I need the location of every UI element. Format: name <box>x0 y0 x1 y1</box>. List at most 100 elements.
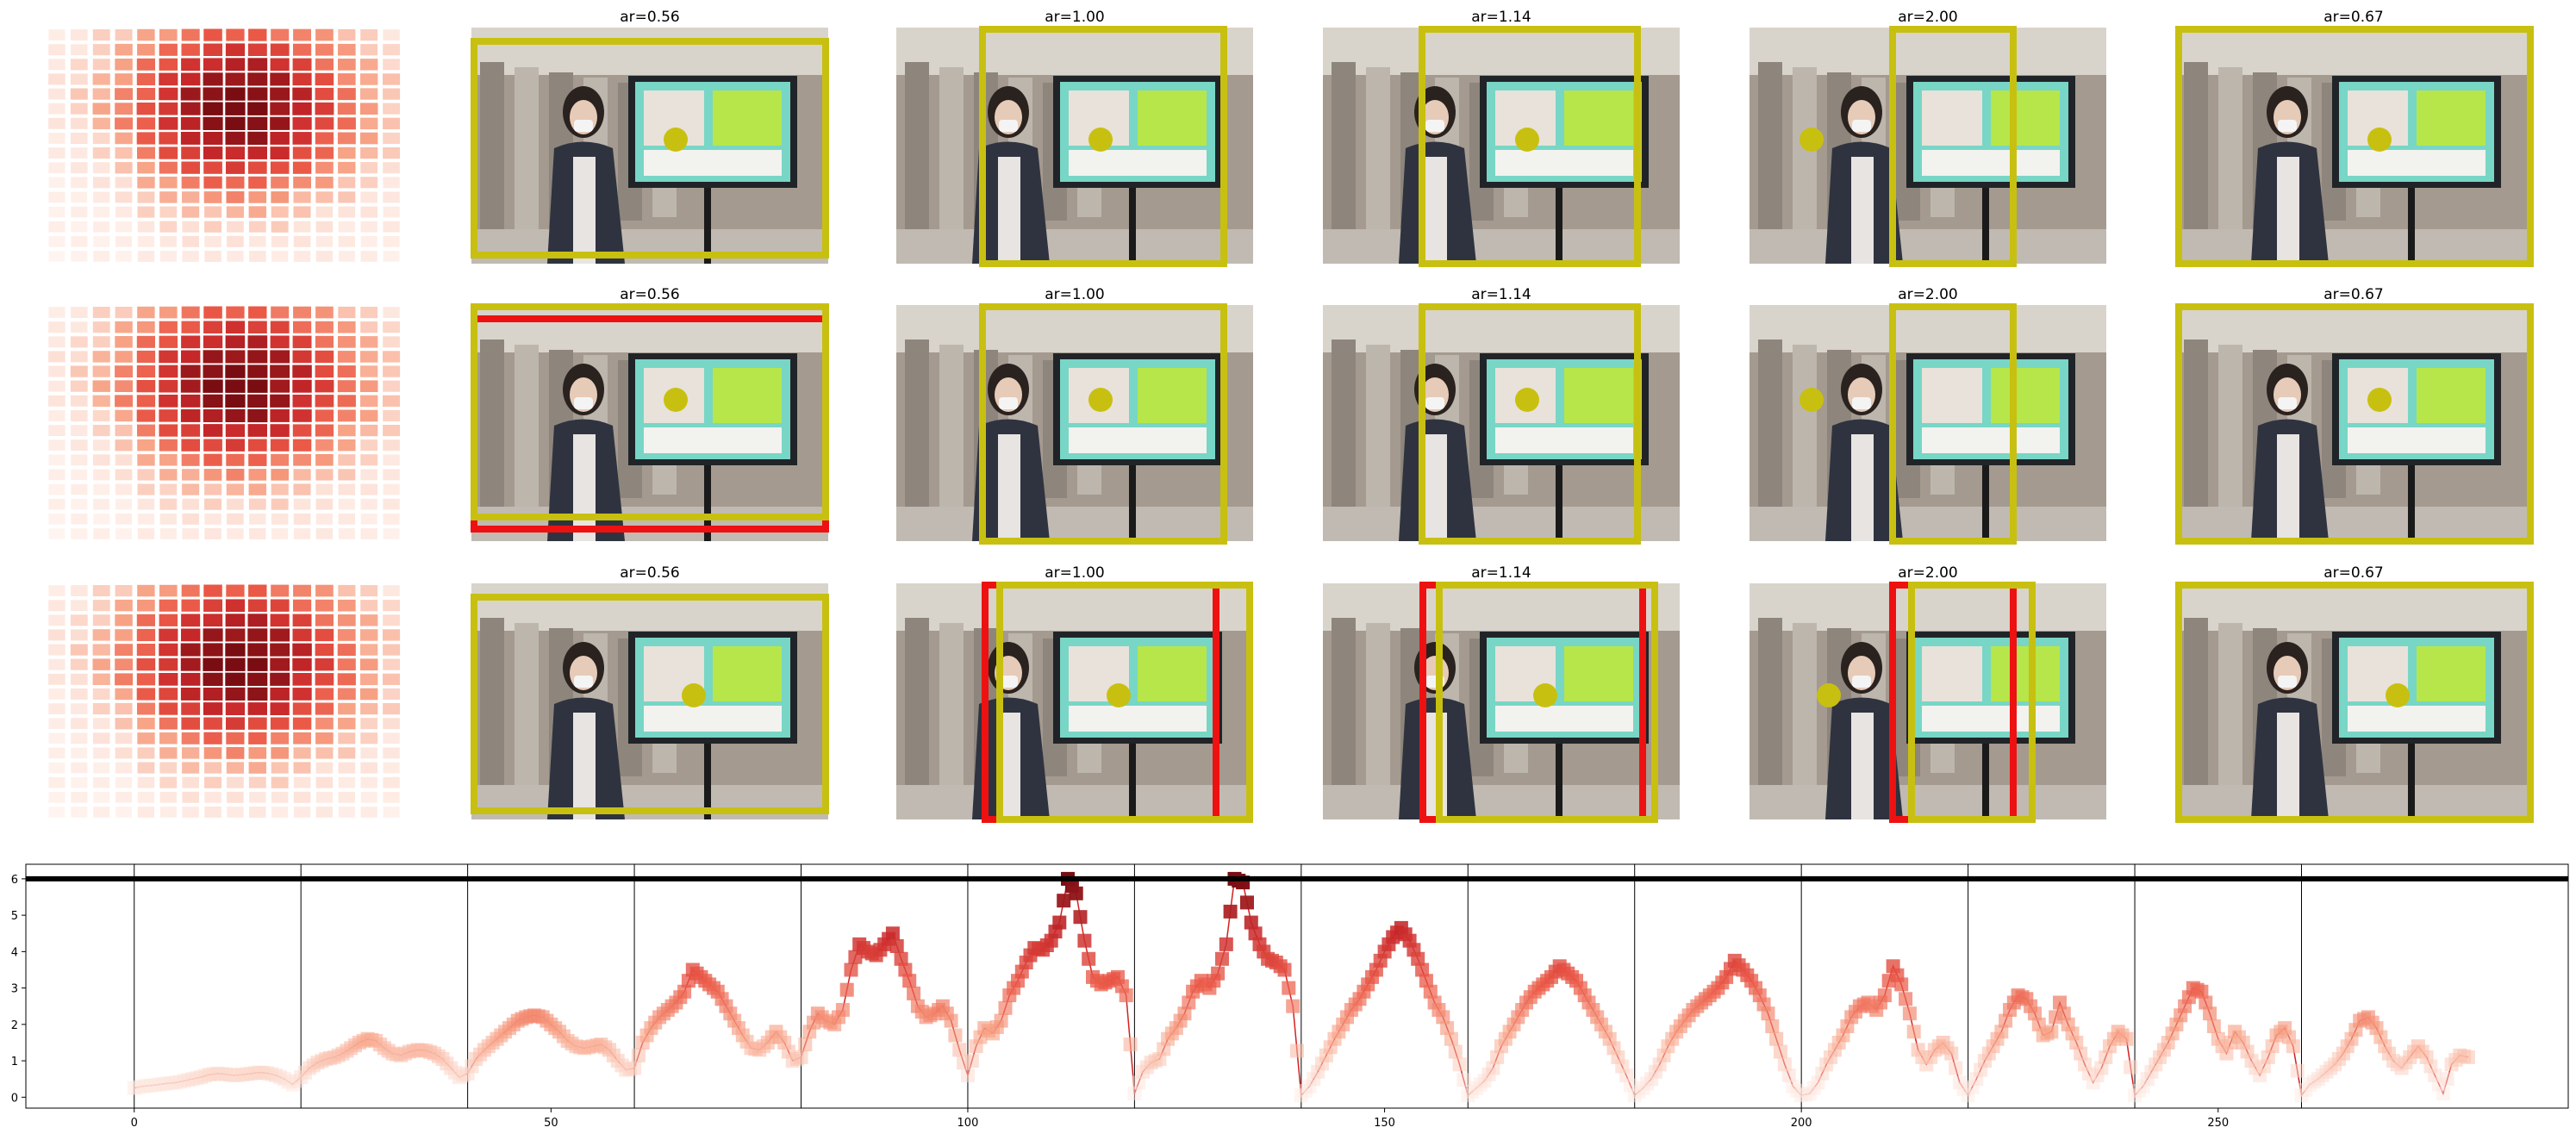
heatmap-cell <box>71 688 88 700</box>
center-dot <box>1088 128 1113 152</box>
heatmap-cell <box>137 732 155 744</box>
x-tick-label: 250 <box>2207 1117 2229 1130</box>
heatmap-cell <box>225 687 246 701</box>
data-marker <box>156 1076 171 1091</box>
heatmap-cell <box>337 673 356 686</box>
heatmap-cell <box>360 395 378 408</box>
heatmap-cell <box>292 87 312 101</box>
heatmap-cell <box>360 629 378 641</box>
data-marker <box>1082 951 1096 966</box>
heatmap-cell <box>71 221 88 233</box>
monitor-text-area <box>2348 706 2486 732</box>
heatmap-cell <box>48 73 65 85</box>
heatmap-cell <box>92 147 110 159</box>
heatmap-cell <box>248 717 267 730</box>
heatmap-cell <box>137 702 155 715</box>
heatmap-cell <box>227 235 244 247</box>
heatmap-cell <box>270 321 290 333</box>
heatmap-cell <box>180 657 201 671</box>
heatmap-cell <box>203 379 223 393</box>
heatmap-cell <box>115 454 133 466</box>
person-mask <box>1852 120 1871 132</box>
heatmap-cell <box>383 703 400 715</box>
heatmap-cell <box>115 673 134 686</box>
heatmap-cell <box>249 791 266 803</box>
x-tick-label: 50 <box>544 1117 558 1130</box>
heatmap-cell <box>270 132 290 145</box>
heatmap-cell <box>338 59 356 71</box>
heatmap-cell <box>71 29 88 40</box>
monitor-stand <box>704 188 711 264</box>
heatmap-cell <box>271 306 290 319</box>
heatmap-cell <box>136 117 156 130</box>
heatmap-cell <box>247 379 268 393</box>
heatmap-cell <box>48 206 65 218</box>
x-tick-label: 150 <box>1374 1117 1395 1130</box>
heatmap-cell <box>71 439 88 452</box>
heatmap-cell <box>115 807 132 818</box>
heatmap-cell <box>181 599 200 612</box>
person-shirt <box>2277 434 2299 541</box>
heatmap-cell <box>71 732 88 744</box>
heatmap-cell <box>182 498 199 510</box>
crop-box-yellow <box>1419 303 1641 545</box>
heatmap-cell <box>360 762 377 774</box>
heatmap-cell <box>137 191 155 203</box>
series-group <box>127 871 2475 1103</box>
panel-r2-c1: ar=0.56 <box>471 564 829 819</box>
heatmap-cell <box>159 177 178 189</box>
heatmap-cell <box>271 762 289 774</box>
heatmap-cell <box>315 146 334 159</box>
data-marker <box>952 1043 967 1057</box>
heatmap-cell <box>338 513 355 525</box>
heatmap-cell <box>225 599 246 613</box>
heatmap-cell <box>338 251 355 262</box>
heatmap-cell <box>270 350 290 364</box>
data-marker <box>1052 915 1067 930</box>
heatmap-cell <box>292 424 312 437</box>
data-marker <box>1119 988 1133 1003</box>
crop-box-yellow <box>979 303 1227 545</box>
person-mask <box>2278 397 2297 409</box>
background-pillar <box>480 62 504 234</box>
heatmap-cell <box>383 351 401 363</box>
data-marker <box>1469 1081 1483 1095</box>
heatmap-cell <box>48 307 65 318</box>
heatmap-cell <box>292 350 312 364</box>
heatmap-cell <box>383 425 400 437</box>
heatmap-cell <box>159 395 178 408</box>
heatmap-cell <box>48 454 65 466</box>
ceiling-lights <box>896 305 1253 352</box>
panel-title: ar=2.00 <box>1898 286 1958 303</box>
x-tick-label: 0 <box>131 1117 138 1130</box>
background-pillar <box>1366 623 1390 787</box>
heatmap-cell <box>247 687 268 701</box>
monitor-green-area <box>1991 90 2060 146</box>
heatmap-cell <box>115 688 133 701</box>
heatmap-cell <box>360 117 378 130</box>
heatmap-cell <box>182 762 200 774</box>
heatmap-cell <box>182 747 200 759</box>
heatmap-cell <box>159 483 178 495</box>
heatmap-cell <box>93 206 110 218</box>
heatmap-cell <box>92 132 110 144</box>
data-marker <box>1127 1087 1142 1101</box>
heatmap-cell <box>93 221 110 233</box>
heatmap-cell <box>315 379 334 393</box>
heatmap-cell <box>93 762 110 774</box>
monitor-text-area <box>644 150 782 176</box>
heatmap-cell <box>249 513 266 525</box>
heatmap-cell <box>315 395 334 408</box>
ceiling-lights <box>471 28 828 75</box>
heatmap-cell <box>247 672 268 686</box>
heatmap-cell <box>315 513 334 525</box>
heatmap-cell <box>338 498 355 510</box>
heatmap-cell <box>248 732 267 744</box>
heatmap-cell <box>338 177 356 189</box>
heatmap-cell <box>248 483 266 495</box>
data-marker <box>2053 995 2067 1010</box>
heatmap-cell <box>315 469 334 481</box>
background-pillar <box>1332 340 1356 512</box>
heatmap-cell <box>271 791 289 803</box>
heatmap-cell <box>204 762 222 774</box>
